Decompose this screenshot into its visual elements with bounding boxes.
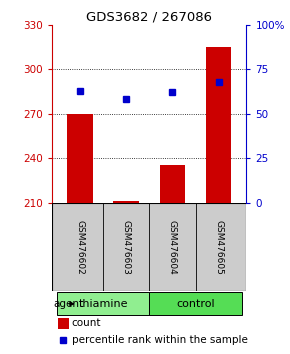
Text: GSM476605: GSM476605 — [214, 219, 223, 274]
Text: thiamine: thiamine — [78, 299, 128, 309]
Bar — [57, 292, 149, 315]
Text: agent: agent — [53, 299, 83, 309]
Bar — [160, 165, 185, 202]
Bar — [149, 292, 242, 315]
Text: GSM476603: GSM476603 — [122, 219, 131, 274]
Text: GSM476604: GSM476604 — [168, 219, 177, 274]
Bar — [67, 114, 93, 202]
Text: control: control — [176, 299, 215, 309]
Text: count: count — [72, 318, 101, 329]
Text: percentile rank within the sample: percentile rank within the sample — [72, 335, 247, 345]
Bar — [58, 318, 69, 329]
Bar — [206, 47, 231, 202]
Text: GSM476602: GSM476602 — [75, 219, 84, 274]
Bar — [113, 201, 139, 202]
Title: GDS3682 / 267086: GDS3682 / 267086 — [86, 11, 212, 24]
